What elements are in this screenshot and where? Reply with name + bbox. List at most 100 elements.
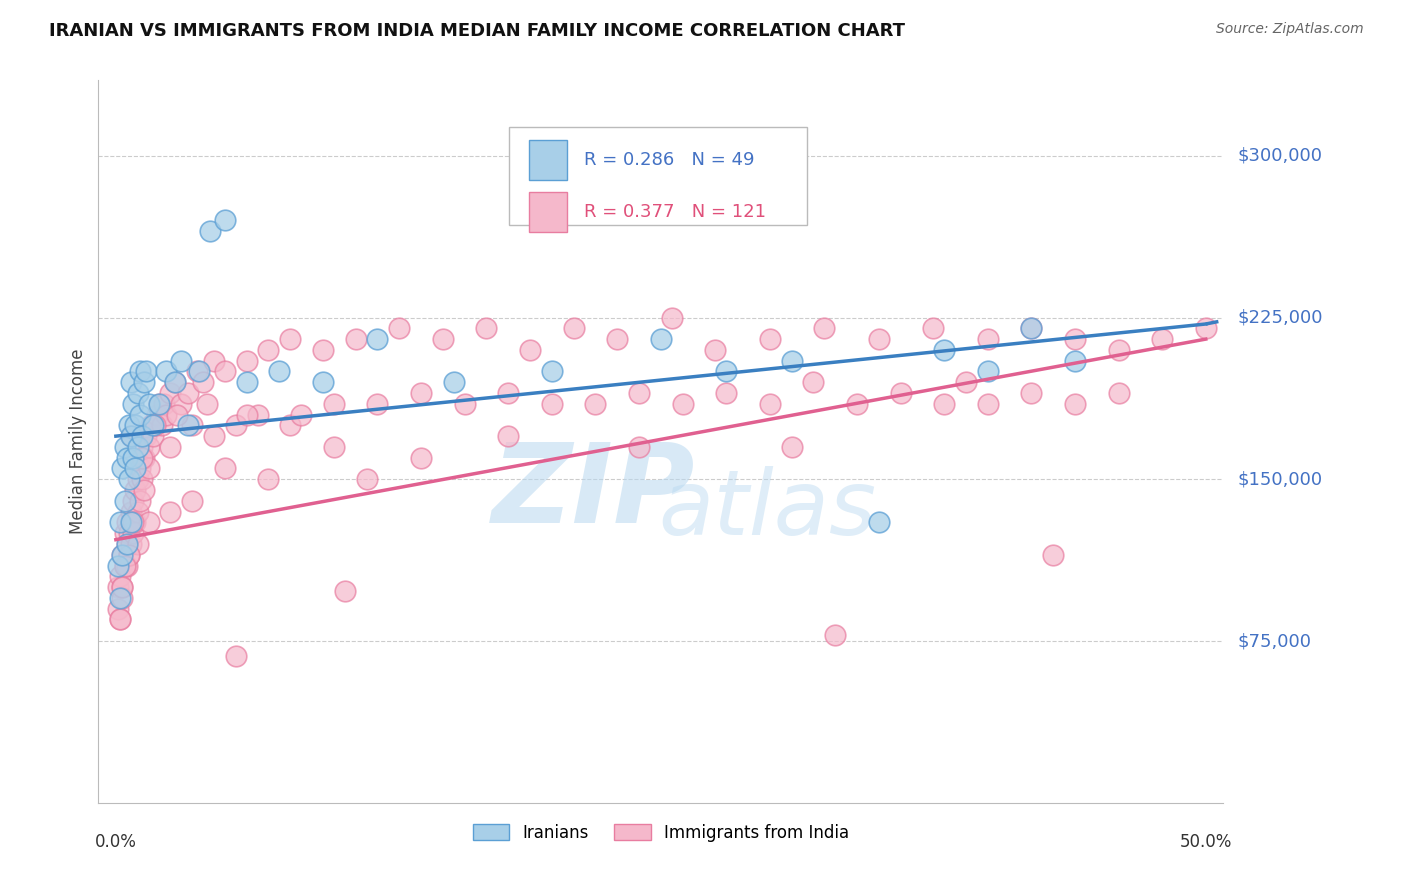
Point: [115, 537, 138, 551]
Point: [118, 472, 141, 486]
Point: [135, 429, 157, 443]
Point: [257, 343, 280, 357]
Point: [1152, 332, 1174, 346]
Point: [159, 440, 181, 454]
Point: [120, 516, 142, 530]
FancyBboxPatch shape: [509, 128, 807, 225]
Point: [138, 397, 160, 411]
Point: [163, 376, 186, 390]
Point: [135, 364, 157, 378]
Point: [114, 526, 136, 541]
Point: [127, 386, 149, 401]
Point: [977, 332, 1000, 346]
Point: [1021, 321, 1043, 335]
Point: [977, 364, 1000, 378]
Point: [627, 386, 650, 401]
Text: Source: ZipAtlas.com: Source: ZipAtlas.com: [1216, 22, 1364, 37]
Point: [356, 472, 378, 486]
Point: [1108, 343, 1130, 357]
Point: [977, 397, 1000, 411]
Point: [128, 408, 150, 422]
Point: [583, 397, 606, 411]
Point: [115, 558, 138, 573]
Point: [138, 440, 160, 454]
Point: [759, 397, 782, 411]
Point: [148, 397, 170, 411]
Point: [322, 440, 344, 454]
Point: [150, 418, 173, 433]
Point: [146, 408, 169, 422]
Point: [114, 558, 136, 573]
Text: $300,000: $300,000: [1237, 147, 1322, 165]
Point: [1021, 321, 1043, 335]
Point: [139, 418, 162, 433]
Point: [278, 418, 301, 433]
Point: [453, 397, 475, 411]
Point: [934, 343, 956, 357]
Point: [120, 537, 142, 551]
Point: [143, 418, 166, 433]
Point: [846, 397, 869, 411]
Point: [114, 493, 136, 508]
Text: $150,000: $150,000: [1237, 470, 1322, 488]
Point: [278, 332, 301, 346]
Point: [187, 364, 209, 378]
Point: [366, 332, 388, 346]
Point: [134, 483, 156, 497]
Text: R = 0.377   N = 121: R = 0.377 N = 121: [585, 202, 766, 221]
Point: [107, 601, 129, 615]
Point: [824, 627, 846, 641]
Point: [759, 332, 782, 346]
Point: [1042, 548, 1064, 562]
Point: [122, 516, 145, 530]
Point: [115, 450, 138, 465]
Text: ZIP: ZIP: [492, 439, 695, 546]
Point: [606, 332, 628, 346]
Point: [366, 397, 388, 411]
Point: [124, 516, 146, 530]
Point: [1064, 332, 1087, 346]
Text: IRANIAN VS IMMIGRANTS FROM INDIA MEDIAN FAMILY INCOME CORRELATION CHART: IRANIAN VS IMMIGRANTS FROM INDIA MEDIAN …: [49, 22, 905, 40]
Point: [114, 440, 136, 454]
Point: [159, 386, 181, 401]
Point: [138, 461, 160, 475]
Point: [122, 397, 145, 411]
Point: [134, 450, 156, 465]
Point: [177, 418, 200, 433]
Point: [214, 364, 236, 378]
Point: [1064, 397, 1087, 411]
Point: [672, 397, 695, 411]
Point: [128, 493, 150, 508]
Point: [1108, 386, 1130, 401]
Point: [475, 321, 498, 335]
Point: [110, 612, 132, 626]
Text: R = 0.286   N = 49: R = 0.286 N = 49: [585, 151, 755, 169]
Point: [128, 461, 150, 475]
Text: 50.0%: 50.0%: [1180, 833, 1232, 851]
Point: [813, 321, 835, 335]
Point: [120, 429, 142, 443]
Point: [780, 440, 803, 454]
Point: [131, 440, 153, 454]
Point: [235, 408, 257, 422]
Point: [110, 612, 132, 626]
Point: [170, 353, 193, 368]
Point: [128, 364, 150, 378]
Point: [155, 364, 177, 378]
Point: [704, 343, 727, 357]
Point: [890, 386, 912, 401]
Point: [312, 376, 335, 390]
Point: [661, 310, 683, 325]
Point: [181, 418, 204, 433]
Point: [110, 569, 132, 583]
Point: [111, 548, 134, 562]
Point: [153, 397, 176, 411]
Point: [333, 584, 356, 599]
Point: [122, 526, 145, 541]
Point: [1021, 386, 1043, 401]
Point: [118, 548, 141, 562]
Point: [312, 343, 335, 357]
Point: [118, 526, 141, 541]
Y-axis label: Median Family Income: Median Family Income: [69, 349, 87, 534]
Point: [155, 408, 177, 422]
